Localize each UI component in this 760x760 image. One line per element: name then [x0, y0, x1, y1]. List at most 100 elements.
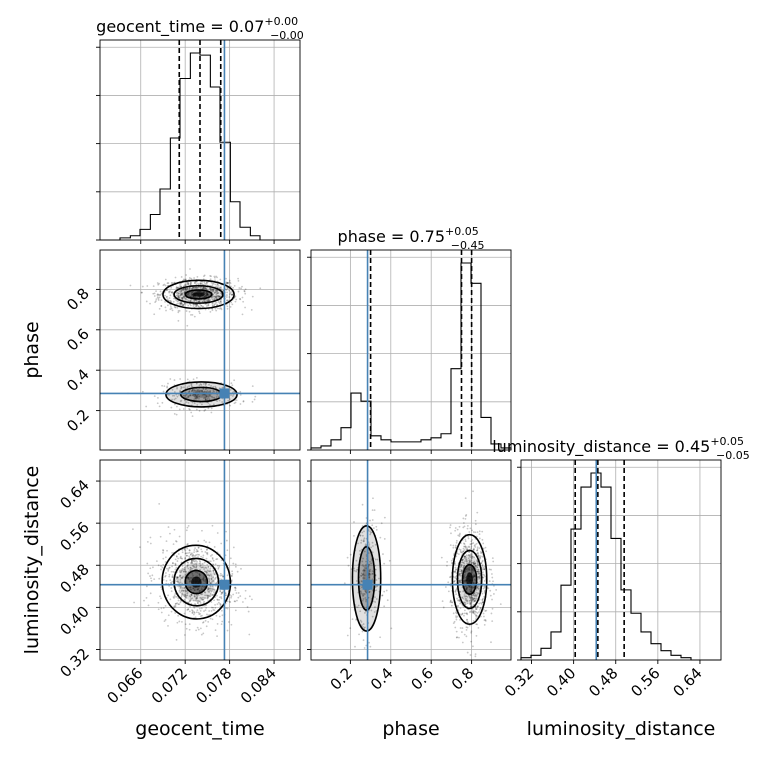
- sample-point: [188, 390, 191, 393]
- sample-point: [452, 546, 455, 549]
- sample-point: [481, 568, 484, 571]
- sample-point: [213, 292, 216, 294]
- sample-point: [146, 540, 149, 543]
- sample-point: [225, 607, 227, 610]
- sample-point: [178, 603, 181, 606]
- sample-point: [219, 278, 222, 281]
- sample-point: [212, 591, 215, 593]
- sample-point: [158, 502, 161, 505]
- sample-point: [369, 530, 372, 533]
- sample-point: [193, 286, 196, 289]
- sample-point: [450, 604, 453, 607]
- sample-point: [206, 594, 209, 597]
- sample-point: [183, 278, 185, 281]
- sample-point: [188, 555, 190, 558]
- sample-point: [181, 549, 184, 551]
- sample-point: [251, 385, 254, 388]
- sample-point: [209, 287, 212, 290]
- sample-point: [477, 585, 479, 588]
- sample-point: [353, 521, 355, 523]
- sample-point: [459, 564, 462, 566]
- sample-point: [459, 550, 462, 553]
- sample-point: [209, 274, 212, 277]
- sample-point: [215, 275, 217, 278]
- sample-point: [464, 595, 467, 598]
- sample-point: [454, 544, 457, 547]
- sample-point: [363, 569, 366, 572]
- sample-point: [210, 288, 212, 291]
- sample-point: [194, 394, 197, 397]
- joint-phase-luminosity_distance: [307, 459, 512, 664]
- sample-point: [211, 587, 214, 590]
- sample-point: [208, 574, 211, 577]
- sample-point: [218, 599, 221, 601]
- sample-point: [447, 581, 450, 584]
- sample-point: [215, 290, 218, 293]
- sample-point: [477, 572, 480, 575]
- sample-point: [368, 591, 371, 594]
- sample-point: [477, 553, 479, 556]
- sample-point: [353, 567, 355, 570]
- sample-point: [477, 592, 480, 595]
- sample-point: [188, 549, 191, 552]
- sample-point: [470, 605, 472, 608]
- sample-point: [176, 577, 179, 580]
- sample-point: [217, 292, 220, 294]
- sample-point: [175, 638, 178, 641]
- sample-point: [225, 277, 227, 280]
- x-tick-label: 0.40: [543, 664, 579, 700]
- sample-point: [149, 536, 152, 539]
- sample-point: [187, 395, 189, 398]
- sample-point: [463, 633, 466, 636]
- sample-point: [210, 575, 213, 577]
- sample-point: [181, 589, 184, 592]
- sample-point: [195, 565, 198, 568]
- sample-point: [174, 580, 177, 583]
- sample-point: [354, 645, 356, 648]
- sample-point: [481, 564, 484, 566]
- sample-point: [490, 573, 493, 575]
- sample-point: [201, 280, 204, 283]
- sample-point: [191, 609, 193, 612]
- sample-point: [476, 570, 479, 573]
- sample-point: [482, 566, 485, 569]
- sample-point: [147, 572, 150, 575]
- sample-point: [229, 389, 232, 391]
- sample-point: [216, 304, 218, 306]
- sample-point: [209, 310, 212, 313]
- sample-point: [474, 597, 476, 600]
- sample-point: [214, 603, 216, 606]
- sample-point: [477, 626, 480, 629]
- sample-point: [201, 550, 203, 553]
- sample-point: [229, 306, 232, 308]
- sample-point: [203, 568, 205, 570]
- sample-point: [454, 568, 457, 571]
- sample-point: [196, 560, 198, 563]
- sample-point: [371, 570, 374, 573]
- histogram-phase: phase = 0.75+0.05 −0.45: [307, 225, 512, 454]
- sample-point: [155, 300, 157, 302]
- sample-point: [361, 630, 364, 633]
- sample-point: [210, 610, 213, 612]
- sample-point: [171, 291, 173, 294]
- sample-point: [174, 605, 177, 608]
- sample-point: [175, 602, 178, 605]
- sample-point: [483, 595, 486, 598]
- sample-point: [455, 588, 457, 591]
- sample-point: [197, 300, 200, 303]
- sample-point: [452, 544, 455, 547]
- sample-point: [176, 306, 179, 309]
- sample-point: [206, 613, 208, 616]
- sample-point: [468, 558, 471, 561]
- sample-point: [471, 556, 474, 559]
- sample-point: [213, 546, 216, 548]
- sample-point: [234, 401, 237, 404]
- sample-point: [187, 304, 190, 307]
- sample-point: [455, 615, 457, 618]
- sample-point: [461, 627, 464, 629]
- sample-point: [196, 390, 199, 393]
- sample-point: [169, 300, 172, 302]
- sample-point: [184, 623, 187, 626]
- sample-point: [194, 616, 197, 619]
- sample-point: [183, 303, 186, 306]
